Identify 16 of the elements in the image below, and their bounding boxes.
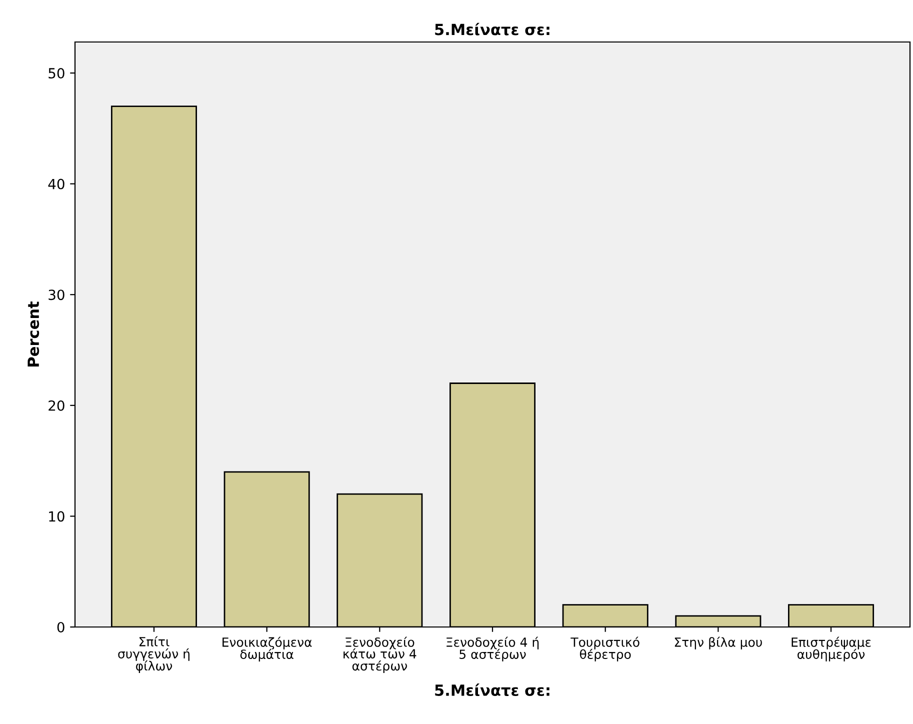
x-tick-label: Ξενοδοχείο 4 ή 5 αστέρων xyxy=(446,636,539,662)
x-axis-title: 5.Μείνατε σε: xyxy=(435,684,550,696)
y-tick-label: 20 xyxy=(48,400,64,411)
chart-title: 5.Μείνατε σε: xyxy=(435,22,550,36)
x-tick-label: Ενοικιαζόμενα δωμάτια xyxy=(222,636,312,662)
x-tick-label: Σπίτι συγγενών ή φίλων xyxy=(118,636,190,674)
y-axis-title: Percent xyxy=(28,302,40,366)
x-tick-label: Ξενοδοχείο κάτω των 4 αστέρων xyxy=(344,636,416,674)
x-tick-label: Τουριστικό θέρετρο xyxy=(570,636,640,662)
y-tick-label: 30 xyxy=(48,290,64,300)
x-tick-label: Επιστρέψαμε αυθημερόν xyxy=(792,636,871,662)
x-tick-label: Στην βίλα μου xyxy=(674,636,762,650)
y-tick-label: 40 xyxy=(48,178,64,190)
y-tick-label: 0 xyxy=(57,622,64,632)
y-tick-label: 50 xyxy=(48,68,64,78)
y-tick-label: 10 xyxy=(49,511,64,522)
